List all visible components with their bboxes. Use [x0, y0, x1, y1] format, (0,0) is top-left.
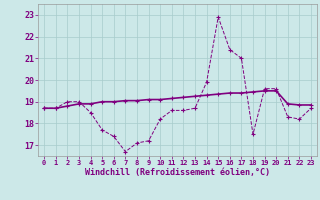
X-axis label: Windchill (Refroidissement éolien,°C): Windchill (Refroidissement éolien,°C)	[85, 168, 270, 177]
